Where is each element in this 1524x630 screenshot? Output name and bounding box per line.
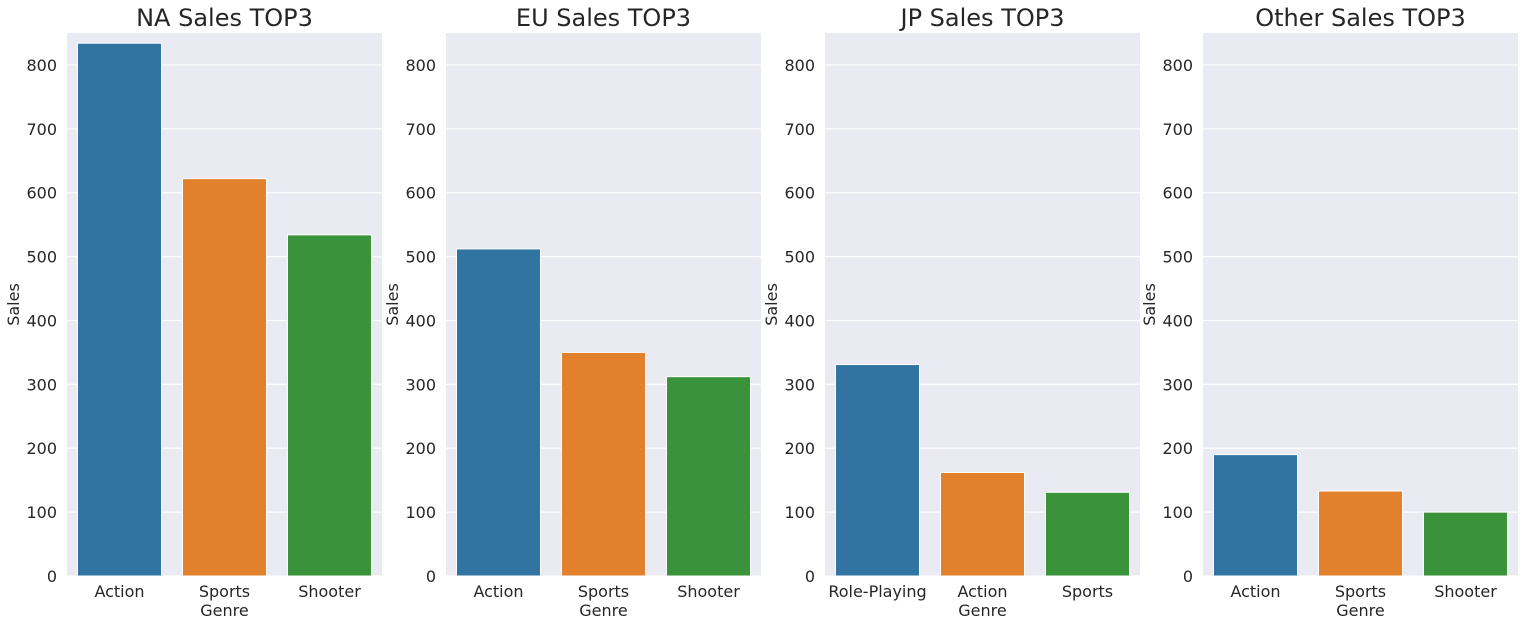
y-tick-label: 700 xyxy=(405,120,436,139)
y-tick-label: 200 xyxy=(1162,439,1193,458)
x-tick-label: Shooter xyxy=(1434,582,1497,601)
y-tick-label: 200 xyxy=(26,439,57,458)
bar-role-playing xyxy=(835,364,920,577)
bar-action xyxy=(77,42,162,577)
bar-action xyxy=(456,248,541,577)
bar-sports xyxy=(561,351,646,577)
x-tick-label: Action xyxy=(94,582,144,601)
y-tick-label: 0 xyxy=(47,567,57,586)
y-tick-label: 600 xyxy=(405,184,436,203)
y-tick-label: 700 xyxy=(1162,120,1193,139)
bar-action xyxy=(1213,454,1298,577)
x-tick-label: Sports xyxy=(199,582,250,601)
y-tick-label: 600 xyxy=(26,184,57,203)
chart-panel-4: 0 100 200 300 400 500 600 700 800 Action Sports Sho… xyxy=(1140,4,1518,620)
y-tick-label: 100 xyxy=(784,503,815,522)
x-axis-label: Genre xyxy=(579,601,627,620)
x-tick-label: Sports xyxy=(1335,582,1386,601)
y-tick-label: 600 xyxy=(1162,184,1193,203)
y-tick-label: 0 xyxy=(426,567,436,586)
x-tick-label: Action xyxy=(957,582,1007,601)
y-tick-label: 800 xyxy=(405,56,436,75)
y-axis-label: Sales xyxy=(762,283,781,326)
bar-sports xyxy=(1318,490,1403,577)
y-tick-label: 400 xyxy=(784,311,815,330)
x-tick-label: Sports xyxy=(1062,582,1113,601)
y-tick-label: 100 xyxy=(26,503,57,522)
x-tick-label: Role-Playing xyxy=(828,582,926,601)
y-tick-label: 300 xyxy=(26,375,57,394)
x-axis-label: Genre xyxy=(958,601,1006,620)
y-tick-label: 800 xyxy=(784,56,815,75)
chart-title: JP Sales TOP3 xyxy=(899,4,1065,32)
y-tick-label: 400 xyxy=(405,311,436,330)
y-tick-label: 500 xyxy=(26,248,57,267)
x-tick-label: Sports xyxy=(578,582,629,601)
y-tick-label: 700 xyxy=(26,120,57,139)
y-axis-label: Sales xyxy=(4,283,23,326)
y-tick-label: 100 xyxy=(405,503,436,522)
x-tick-label: Action xyxy=(1230,582,1280,601)
y-tick-label: 0 xyxy=(1183,567,1193,586)
chart-panel-2: 0 100 200 300 400 500 600 700 800 Action Sports Sho… xyxy=(383,4,761,620)
y-tick-label: 500 xyxy=(1162,248,1193,267)
chart-title: NA Sales TOP3 xyxy=(136,4,313,32)
x-axis-label: Genre xyxy=(200,601,248,620)
y-tick-label: 800 xyxy=(26,56,57,75)
chart-panel-3: 0 100 200 300 400 500 600 700 800 Role-Playing Act… xyxy=(762,4,1140,620)
bar-shooter xyxy=(287,234,372,577)
chart-panel-1: 0 100 200 300 400 500 600 700 800 Action Sports Sho… xyxy=(4,4,382,620)
chart-title: Other Sales TOP3 xyxy=(1255,4,1466,32)
bar-shooter xyxy=(1423,511,1508,577)
x-axis-label: Genre xyxy=(1336,601,1384,620)
y-tick-label: 400 xyxy=(26,311,57,330)
y-axis-label: Sales xyxy=(1140,283,1159,326)
y-tick-label: 600 xyxy=(784,184,815,203)
y-tick-label: 100 xyxy=(1162,503,1193,522)
y-tick-label: 800 xyxy=(1162,56,1193,75)
y-tick-label: 500 xyxy=(405,248,436,267)
y-tick-label: 300 xyxy=(405,375,436,394)
x-tick-label: Shooter xyxy=(298,582,361,601)
y-tick-label: 500 xyxy=(784,248,815,267)
y-tick-label: 200 xyxy=(405,439,436,458)
bar-sports xyxy=(1045,491,1130,577)
bar-shooter xyxy=(666,376,751,577)
y-tick-label: 300 xyxy=(1162,375,1193,394)
y-tick-label: 700 xyxy=(784,120,815,139)
bar-action xyxy=(940,472,1025,577)
bar-sports xyxy=(182,178,267,577)
y-tick-label: 0 xyxy=(805,567,815,586)
chart-title: EU Sales TOP3 xyxy=(516,4,691,32)
y-tick-label: 400 xyxy=(1162,311,1193,330)
y-axis-label: Sales xyxy=(383,283,402,326)
x-tick-label: Action xyxy=(473,582,523,601)
y-tick-label: 200 xyxy=(784,439,815,458)
x-tick-label: Shooter xyxy=(677,582,740,601)
y-tick-label: 300 xyxy=(784,375,815,394)
